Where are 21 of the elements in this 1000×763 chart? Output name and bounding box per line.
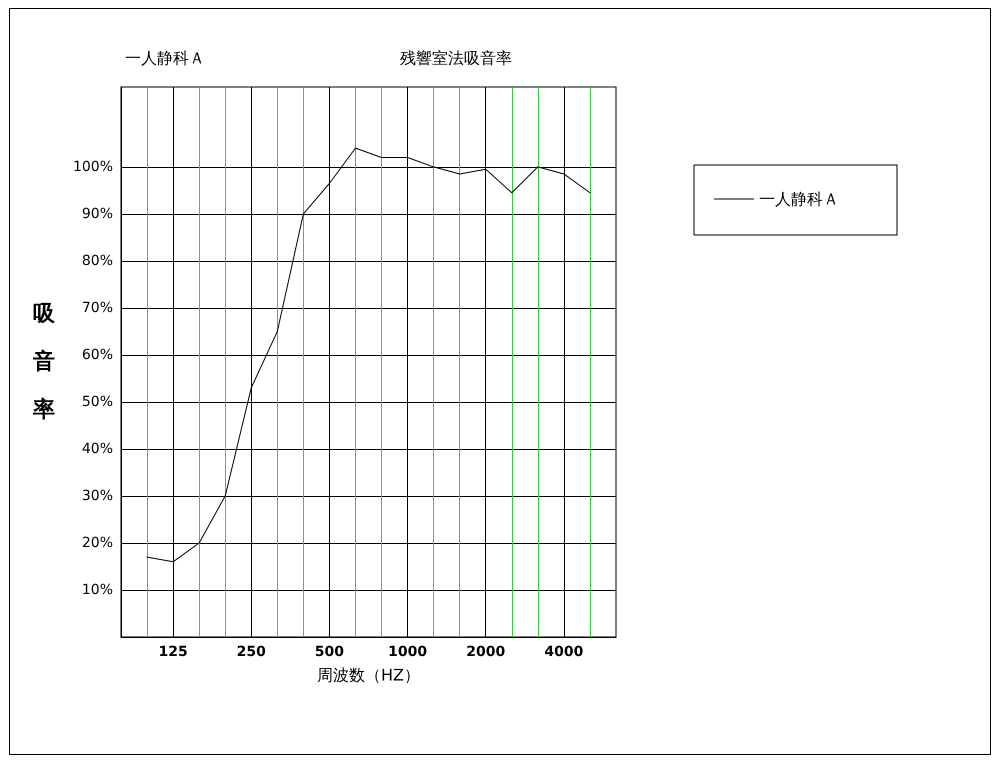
x-tick-label: 500 [314, 644, 344, 660]
y-tick-label: 40% [82, 440, 113, 457]
chart-title: 残響室法吸音率 [400, 48, 512, 68]
y-tick-label: 80% [82, 252, 113, 269]
y-tick-label: 50% [82, 394, 113, 410]
x-tick-label: 1000 [388, 644, 428, 660]
y-axis-title: 吸音率 [32, 302, 56, 422]
y-tick-label: 100% [72, 158, 113, 175]
y-tick-label: 20% [82, 534, 113, 551]
x-tick-label: 4000 [544, 644, 584, 660]
chart-subtitle: 一人静科Ａ [125, 48, 205, 68]
y-tick-label: 70% [82, 300, 113, 316]
x-tick-label: 2000 [466, 644, 506, 660]
x-tick-label: 125 [158, 644, 188, 660]
y-tick-label: 60% [82, 346, 113, 363]
x-axis-title: 周波数（HZ） [317, 666, 420, 684]
y-tick-label: 90% [82, 206, 113, 222]
y-tick-label: 10% [82, 582, 113, 598]
y-tick-label: 30% [82, 488, 113, 504]
x-tick-label: 250 [236, 644, 266, 660]
legend-label: 一人静科Ａ [759, 190, 839, 208]
